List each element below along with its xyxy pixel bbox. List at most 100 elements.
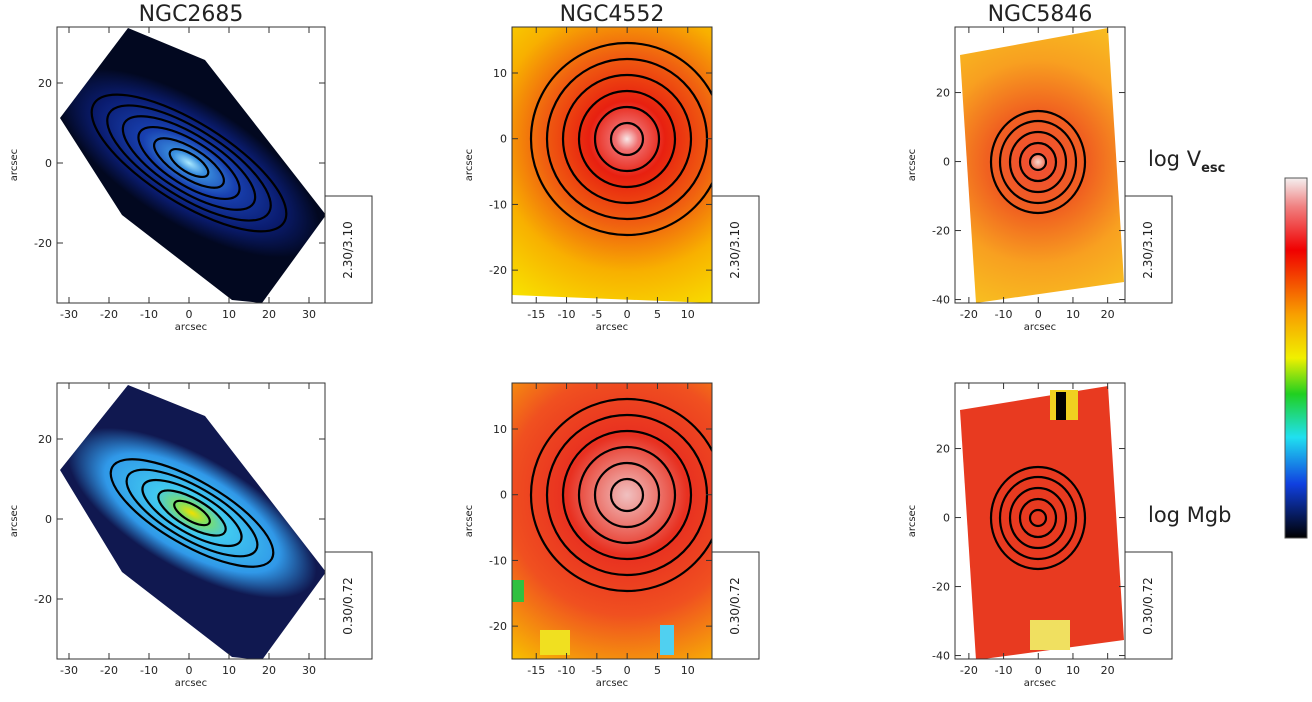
x-tick-label: -30: [60, 664, 78, 677]
y-tick-label: 20: [936, 87, 950, 100]
x-tick-label: 20: [1101, 308, 1115, 321]
plot-frame: [56, 382, 326, 660]
y-tick-label: 20: [936, 443, 950, 456]
y-tick-label: -40: [932, 294, 950, 307]
y-tick-label: -20: [34, 593, 52, 606]
y-axis-label: arcsec: [464, 505, 475, 537]
x-tick-label: -15: [527, 664, 545, 677]
plot-frame: [511, 26, 713, 304]
x-tick-label: 10: [681, 308, 695, 321]
range-label: 2.30/3.10: [341, 221, 355, 278]
plot-frame: [511, 382, 713, 660]
row-label: log Mgb: [1148, 503, 1231, 527]
x-tick-label: 0: [186, 664, 193, 677]
plot-frame: [56, 26, 326, 304]
x-axis-label: arcsec: [596, 322, 628, 333]
map-image: [60, 28, 325, 303]
x-tick-label: -20: [960, 308, 978, 321]
x-axis-label: arcsec: [1024, 322, 1056, 333]
x-tick-label: -10: [558, 308, 576, 321]
y-tick-label: -40: [932, 650, 950, 663]
y-tick-label: 0: [500, 489, 507, 502]
plot-frame: [954, 26, 1126, 304]
y-tick-label: -20: [34, 237, 52, 250]
range-box: [1124, 195, 1173, 304]
y-tick-label: 10: [493, 423, 507, 436]
x-tick-label: 30: [302, 664, 316, 677]
y-axis-label: arcsec: [907, 149, 918, 181]
y-tick-label: -20: [489, 264, 507, 277]
x-tick-label: -30: [60, 308, 78, 321]
x-axis-label: arcsec: [175, 322, 207, 333]
map-image: [60, 385, 325, 659]
x-tick-label: -10: [995, 308, 1013, 321]
x-tick-label: 0: [1035, 664, 1042, 677]
y-axis-label: arcsec: [464, 149, 475, 181]
x-tick-label: 0: [186, 308, 193, 321]
y-tick-label: 10: [493, 67, 507, 80]
range-box: [1124, 551, 1173, 660]
x-tick-label: 10: [222, 308, 236, 321]
x-tick-label: 0: [624, 308, 631, 321]
map-image: [512, 383, 712, 659]
y-tick-label: -20: [489, 620, 507, 633]
range-box: [324, 195, 373, 304]
panel-title: NGC5846: [988, 2, 1093, 27]
row-label: log Vesc: [1148, 147, 1225, 176]
x-tick-label: -10: [995, 664, 1013, 677]
x-tick-label: 10: [222, 664, 236, 677]
plot-frame: [954, 382, 1126, 660]
x-tick-label: 30: [302, 308, 316, 321]
x-tick-label: 20: [262, 664, 276, 677]
y-axis-label: arcsec: [907, 505, 918, 537]
x-tick-label: -20: [100, 308, 118, 321]
x-axis-label: arcsec: [175, 678, 207, 689]
x-tick-label: 10: [1066, 308, 1080, 321]
x-tick-label: -5: [591, 664, 602, 677]
x-axis-label: arcsec: [596, 678, 628, 689]
range-label: 2.30/3.10: [728, 221, 742, 278]
range-label: 0.30/0.72: [728, 577, 742, 634]
x-tick-label: -15: [527, 308, 545, 321]
y-tick-label: 0: [45, 157, 52, 170]
x-tick-label: -20: [100, 664, 118, 677]
y-tick-label: 0: [500, 133, 507, 146]
range-label: 0.30/0.72: [1141, 577, 1155, 634]
x-tick-label: 0: [624, 664, 631, 677]
y-tick-label: 0: [943, 512, 950, 525]
map-image: [960, 28, 1124, 303]
x-tick-label: -10: [140, 308, 158, 321]
x-tick-label: -20: [960, 664, 978, 677]
x-tick-label: 10: [681, 664, 695, 677]
y-tick-label: 20: [38, 77, 52, 90]
range-box: [324, 551, 373, 660]
y-tick-label: -20: [932, 581, 950, 594]
y-tick-label: 0: [45, 513, 52, 526]
y-axis-label: arcsec: [9, 505, 20, 537]
x-axis-label: arcsec: [1024, 678, 1056, 689]
y-axis-label: arcsec: [9, 149, 20, 181]
colorbar: [1284, 177, 1308, 539]
panel-title: NGC2685: [139, 2, 244, 27]
map-image: [512, 27, 712, 303]
range-box: [711, 551, 760, 660]
panel-title: NGC4552: [560, 2, 665, 27]
x-tick-label: -10: [558, 664, 576, 677]
range-label: 2.30/3.10: [1141, 221, 1155, 278]
y-tick-label: -10: [489, 198, 507, 211]
map-image: [960, 386, 1124, 659]
x-tick-label: 0: [1035, 308, 1042, 321]
y-tick-label: -10: [489, 554, 507, 567]
x-tick-label: 5: [654, 308, 661, 321]
range-label: 0.30/0.72: [341, 577, 355, 634]
x-tick-label: 5: [654, 664, 661, 677]
x-tick-label: 10: [1066, 664, 1080, 677]
y-tick-label: 20: [38, 433, 52, 446]
y-tick-label: -20: [932, 225, 950, 238]
x-tick-label: 20: [1101, 664, 1115, 677]
x-tick-label: 20: [262, 308, 276, 321]
x-tick-label: -10: [140, 664, 158, 677]
x-tick-label: -5: [591, 308, 602, 321]
y-tick-label: 0: [943, 156, 950, 169]
